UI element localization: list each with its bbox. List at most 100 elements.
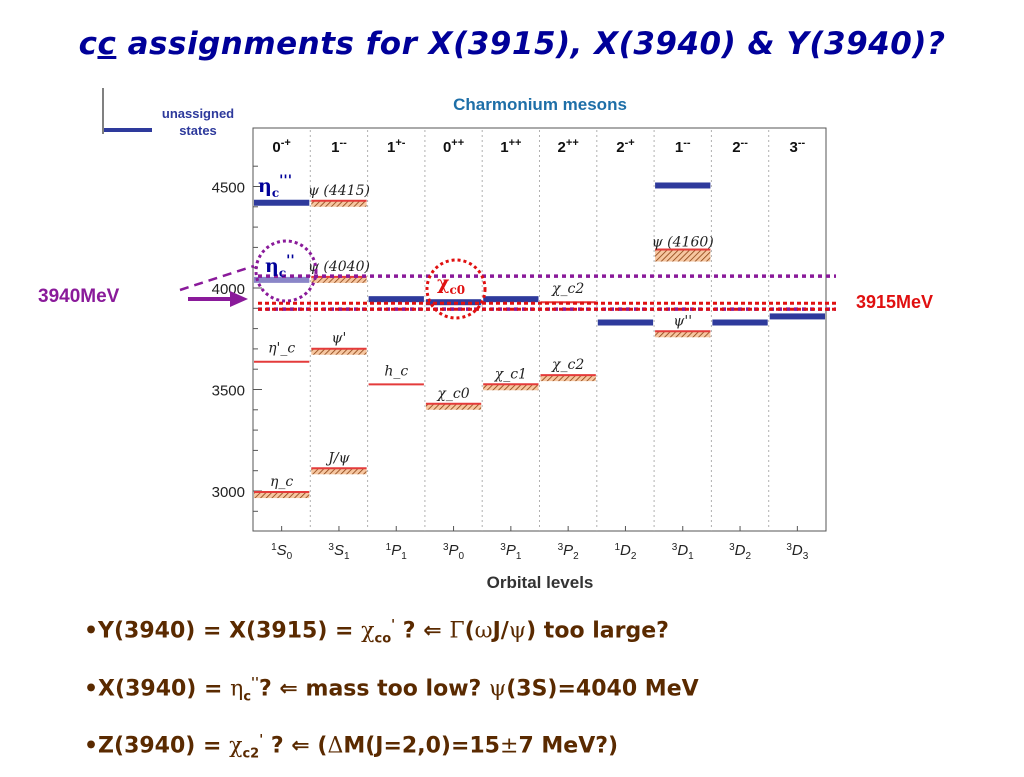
orbital-part: D [792,542,803,559]
jpc-parity: -+ [625,137,635,149]
jpc-value: 0 [443,139,451,156]
bullet-z3940: •Z(3940) = χc2' ? ⇐ (ΔM(J=2,0)=15±7 MeV?… [84,719,699,777]
jpc-label: 0-+ [272,137,290,156]
eta-c-double-prime-circle [254,239,318,303]
orbital-part: 3 [443,542,449,553]
orbital-part: 3 [328,542,334,553]
bullet-x3940: •X(3940) = ηc''? ⇐ mass too low? ψ(3S)=4… [84,662,699,720]
label-3940mev: 3940MeV [38,286,120,307]
unassigned-state-level [254,276,310,283]
bullet3-pm: ± [500,733,519,759]
bullet1-post4: ) too large? [526,618,669,644]
observed-state-band [425,403,482,410]
state-label: ψ (4415) [308,183,370,199]
bullet2-mid: ? [259,676,280,702]
observed-state-band [655,249,711,262]
eta-c-double-sup: '' [286,253,295,269]
orbital-part: 3 [500,542,506,553]
y-tick-label: 3500 [212,383,245,400]
jpc-parity: -- [741,137,749,149]
jpc-parity: ++ [509,137,522,149]
eta-c-triple-sub: c [272,186,279,200]
annotations: 3940MeV 3915MeV ηc''' ηc'' χc0 [38,173,933,320]
legend-label-line1: unassigned [162,106,234,121]
bullet2-psi: ψ [488,676,507,702]
jpc-label: 0++ [443,137,464,156]
jpc-value: 0 [272,139,280,156]
orbital-label: 3S1 [328,542,350,562]
jpc-label: 1+- [387,137,406,156]
unassigned-state-level [655,182,711,189]
unassigned-state-level [425,299,482,306]
chi-c0-sub: c0 [450,283,466,297]
orbital-part: D [735,542,746,559]
orbital-part: 3 [803,551,809,562]
state-label: η_c [270,474,293,490]
observed-state-band [311,348,367,355]
bullet3-arrow-icon: ⇐ [291,733,310,759]
y-tick-label: 4000 [212,281,245,298]
slide-title: cc assignments for X(3915), X(3940) & Y(… [0,26,1024,62]
orbital-label: 3P2 [558,542,580,562]
eta-c-triple-sup: ''' [279,173,292,189]
jpc-labels: 0-+ 1-- 1+- 0++ 1++ 2++ 2-+ 1-- 2-- 3-- [272,137,805,156]
jpc-value: 1 [387,139,395,156]
bullet3-mid: ? [263,733,292,759]
bullet3-post2: M(J=2,0)=15 [343,733,500,759]
bullet1-chi: χ [361,618,375,644]
state-label: ψ (4040) [308,259,370,275]
observed-state-band [655,331,711,338]
jpc-value: 2 [558,139,566,156]
bullet1-post3: J/ [492,618,509,644]
orbital-part: 3 [786,542,792,553]
state-label: ψ (4160) [652,235,714,251]
jpc-parity: -- [798,137,806,149]
orbital-part: 1 [386,542,392,553]
jpc-value: 1 [500,139,508,156]
orbital-part: 1 [271,542,277,553]
bullet3-post3: 7 MeV?) [518,733,619,759]
bullet2-eta: η [230,676,244,702]
bullet2-post2: (3S)=4040 MeV [506,676,699,702]
orbital-part: 2 [573,551,579,562]
orbital-part: 2 [631,551,637,562]
title-rest: assignments for X(3915), X(3940) & Y(394… [116,26,946,62]
bullet1-arrow-icon: ⇐ [423,618,442,644]
jpc-value: 2 [732,139,740,156]
orbital-part: 1 [344,551,350,562]
orbital-part: D [620,542,631,559]
jpc-label: 1++ [500,137,521,156]
orbital-label: 3P1 [500,542,522,562]
state-label: χ_c2 [551,281,584,297]
observed-state-band [483,384,539,391]
jpc-parity: ++ [451,137,464,149]
state-label: ψ' [332,331,347,347]
unassigned-state-level [483,296,539,303]
orbital-label: 3D1 [672,542,694,562]
jpc-label: 2++ [558,137,579,156]
y-axis: 3000 3500 4000 4500 [212,165,262,512]
orbital-label: 1S0 [271,542,293,562]
orbital-part: 0 [287,551,293,562]
eta-c-double-sym: η [265,255,279,277]
orbital-label: 3P0 [443,542,465,562]
observed-state-band [540,375,596,382]
observed-state-band [311,468,367,475]
observed-state-band [254,492,310,499]
legend-label-line2: states [179,123,217,138]
orbital-part: P [449,542,459,559]
grid-lines [281,130,798,531]
orbital-part: 1 [516,551,522,562]
y-tick-label: 4500 [212,180,245,197]
orbital-part: D [677,542,688,559]
state-label: ψ'' [673,313,692,329]
observed-state-band [311,276,367,283]
jpc-label: 2-+ [616,137,634,156]
jpc-value: 1 [675,139,683,156]
jpc-parity: -- [339,137,347,149]
bullet3-chi-sup: ' [259,733,264,749]
jpc-value: 1 [331,139,339,156]
bullet2-eta-sub: c [243,689,252,705]
orbital-part: P [506,542,516,559]
jpc-parity: -+ [281,137,291,149]
